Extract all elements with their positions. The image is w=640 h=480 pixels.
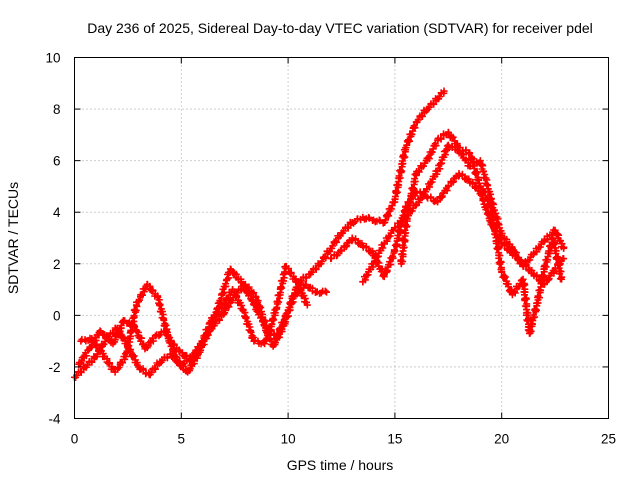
data-point-marker: [558, 275, 566, 283]
data-point-marker: [560, 255, 568, 263]
interpolated-markers: [196, 319, 215, 347]
interpolated-markers: [455, 149, 472, 170]
interpolated-markers: [282, 263, 300, 283]
interpolated-markers: [248, 297, 266, 322]
interpolated-markers: [75, 346, 92, 367]
series-track-e: [359, 141, 568, 286]
x-tick-label: 15: [387, 432, 402, 447]
series-track-f: [397, 128, 566, 337]
series-track-c: [77, 262, 311, 376]
x-tick-label: 0: [71, 432, 79, 447]
series-track-b: [75, 265, 331, 376]
y-tick-label: 10: [45, 51, 60, 66]
interpolated-markers: [349, 235, 366, 248]
interpolated-markers: [466, 150, 484, 190]
interpolated-markers: [534, 265, 548, 302]
series-track-d: [327, 170, 568, 288]
interpolated-markers: [369, 240, 388, 267]
interpolated-markers: [445, 129, 462, 150]
interpolated-markers: [350, 215, 365, 227]
interpolated-markers: [412, 188, 429, 208]
interpolated-markers: [111, 353, 129, 373]
interpolated-markers: [466, 178, 482, 195]
interpolated-markers: [525, 299, 542, 335]
y-tick-label: 4: [53, 205, 61, 220]
interpolated-markers: [271, 263, 290, 314]
chart-title: Day 236 of 2025, Sidereal Day-to-day VTE…: [87, 20, 593, 36]
data-point-marker: [303, 301, 311, 309]
interpolated-markers: [184, 352, 201, 375]
interpolated-markers: [239, 306, 258, 342]
plot-frame: [74, 57, 609, 419]
axis-layer: 0 5 10 15 20 25 -4 -2 0 2 4 6 8 10: [45, 51, 616, 447]
interpolated-markers: [391, 146, 409, 203]
interpolated-markers: [238, 279, 255, 303]
interpolated-markers: [403, 170, 420, 214]
interpolated-markers: [455, 170, 473, 183]
interpolated-markers: [476, 159, 495, 202]
interpolated-markers: [260, 309, 279, 345]
interpolated-markers: [434, 130, 451, 143]
y-tick-label: -4: [48, 412, 60, 427]
x-tick-label: 25: [601, 432, 616, 447]
interpolated-markers: [293, 278, 310, 307]
interpolated-markers: [434, 184, 451, 205]
x-tick-label: 20: [494, 432, 509, 447]
x-axis-label: GPS time / hours: [287, 457, 394, 473]
y-tick-label: 6: [53, 154, 61, 169]
x-tick-label: 5: [178, 432, 186, 447]
interpolated-markers: [88, 335, 107, 361]
interpolated-markers: [251, 336, 267, 348]
y-axis-label: SDTVAR / TECUs: [5, 182, 21, 294]
interpolated-markers: [380, 226, 397, 247]
data-point-marker: [560, 244, 568, 252]
interpolated-markers: [280, 293, 298, 328]
interpolated-markers: [229, 286, 247, 313]
interpolated-markers: [549, 235, 566, 283]
interpolated-markers: [423, 136, 442, 163]
interpolated-markers: [433, 142, 452, 175]
interpolated-markers: [328, 232, 344, 252]
interpolated-markers: [109, 317, 127, 346]
grid-layer: [74, 57, 609, 419]
interpolated-markers: [154, 294, 172, 342]
data-layer: [71, 87, 568, 381]
interpolated-markers: [402, 118, 420, 152]
data-point-marker: [323, 288, 331, 296]
interpolated-markers: [121, 302, 141, 358]
y-tick-label: 8: [53, 102, 61, 117]
x-tick-label: 10: [281, 432, 296, 447]
interpolated-markers: [313, 287, 329, 297]
interpolated-markers: [359, 243, 377, 256]
interpolated-markers: [397, 208, 412, 266]
series-track-a: [71, 87, 448, 381]
interpolated-markers: [381, 198, 399, 226]
y-tick-label: -2: [48, 360, 60, 375]
interpolated-markers: [487, 204, 505, 273]
y-tick-label: 0: [53, 308, 61, 323]
interpolated-markers: [476, 183, 495, 209]
interpolated-markers: [551, 229, 568, 251]
interpolated-markers: [97, 328, 115, 347]
y-tick-label: 2: [53, 257, 61, 272]
data-point-marker: [440, 87, 448, 95]
interpolated-markers: [133, 283, 151, 306]
interpolated-markers: [519, 276, 534, 337]
interpolated-markers: [317, 247, 333, 268]
interpolated-markers: [269, 322, 287, 349]
